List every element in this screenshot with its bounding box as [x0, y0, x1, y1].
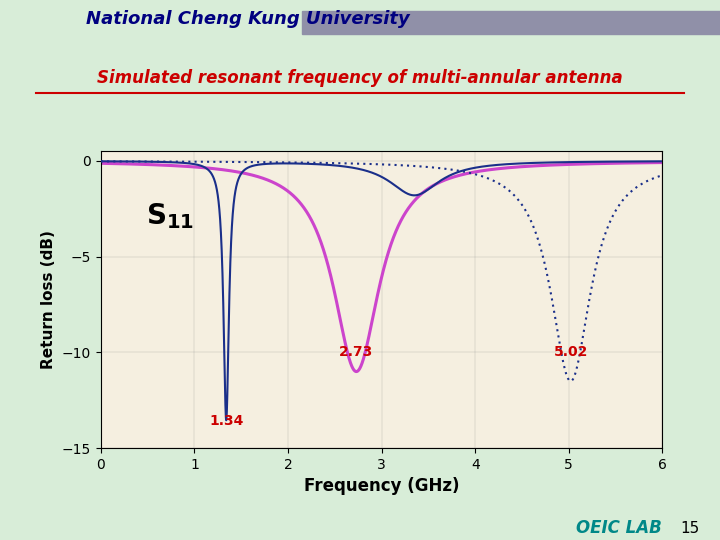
- Text: 15: 15: [680, 521, 700, 536]
- Text: OEIC LAB: OEIC LAB: [576, 519, 662, 537]
- Y-axis label: Return loss (dB): Return loss (dB): [41, 230, 56, 369]
- Text: 1.34: 1.34: [209, 414, 243, 428]
- Text: $\mathbf{S_{11}}$: $\mathbf{S_{11}}$: [145, 201, 194, 232]
- Text: 2.73: 2.73: [339, 345, 374, 359]
- Text: Simulated resonant frequency of multi-annular antenna: Simulated resonant frequency of multi-an…: [97, 69, 623, 87]
- Text: National Cheng Kung University: National Cheng Kung University: [86, 10, 410, 28]
- X-axis label: Frequency (GHz): Frequency (GHz): [304, 477, 459, 496]
- Bar: [302, 11, 720, 34]
- Text: 5.02: 5.02: [554, 345, 588, 359]
